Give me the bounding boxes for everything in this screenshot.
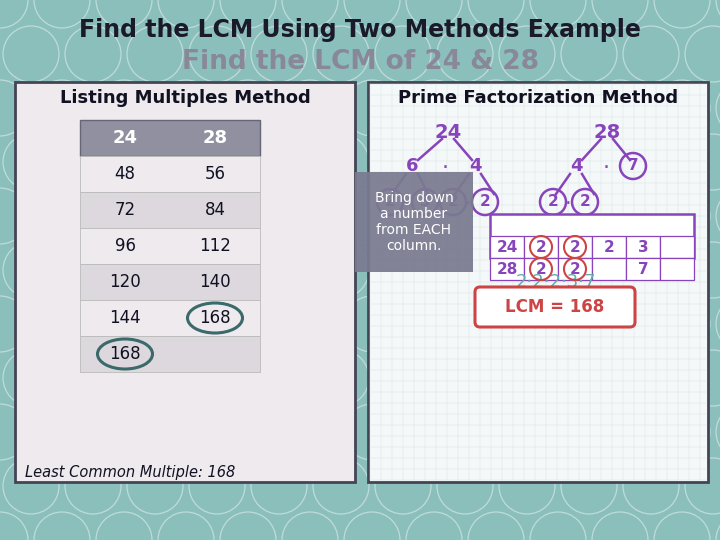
Text: 2: 2 <box>570 240 580 254</box>
Text: 112: 112 <box>199 237 231 255</box>
Text: 28: 28 <box>202 129 228 147</box>
FancyBboxPatch shape <box>80 228 260 264</box>
Text: 3: 3 <box>420 194 431 210</box>
FancyBboxPatch shape <box>490 258 524 280</box>
FancyBboxPatch shape <box>626 258 660 280</box>
FancyBboxPatch shape <box>592 236 626 258</box>
Text: 2·2·2·3·7: 2·2·2·3·7 <box>516 273 596 291</box>
Text: ·: · <box>441 158 449 178</box>
FancyBboxPatch shape <box>592 258 626 280</box>
FancyBboxPatch shape <box>368 82 708 482</box>
Text: Prime Factorization Method: Prime Factorization Method <box>398 89 678 107</box>
FancyBboxPatch shape <box>355 172 473 272</box>
Text: 144: 144 <box>109 309 141 327</box>
FancyBboxPatch shape <box>490 214 694 258</box>
FancyBboxPatch shape <box>524 236 558 258</box>
Text: 140: 140 <box>199 273 231 291</box>
Text: 2: 2 <box>570 261 580 276</box>
Text: Find the LCM Using Two Methods Example: Find the LCM Using Two Methods Example <box>79 18 641 42</box>
Text: ·: · <box>402 194 409 214</box>
Text: 2: 2 <box>536 240 546 254</box>
Text: 24: 24 <box>434 123 462 141</box>
FancyBboxPatch shape <box>80 192 260 228</box>
Text: 72: 72 <box>114 201 135 219</box>
Text: 24: 24 <box>112 129 138 147</box>
Text: 7: 7 <box>638 261 648 276</box>
Text: LCM = 168: LCM = 168 <box>505 298 605 316</box>
Text: 2: 2 <box>580 194 590 210</box>
FancyBboxPatch shape <box>475 287 635 327</box>
FancyBboxPatch shape <box>80 120 260 156</box>
Text: ·: · <box>564 194 571 214</box>
Text: 2: 2 <box>448 194 459 210</box>
Text: 2: 2 <box>536 261 546 276</box>
Text: 2: 2 <box>384 194 395 210</box>
Text: 84: 84 <box>204 201 225 219</box>
Text: 3: 3 <box>638 240 648 254</box>
Text: 168: 168 <box>199 309 231 327</box>
FancyBboxPatch shape <box>626 236 660 258</box>
Text: 96: 96 <box>114 237 135 255</box>
Text: 4: 4 <box>469 157 481 175</box>
Text: 120: 120 <box>109 273 141 291</box>
Text: 24: 24 <box>496 240 518 254</box>
Text: 2: 2 <box>548 194 559 210</box>
FancyBboxPatch shape <box>490 236 524 258</box>
Text: Bring down
a number
from EACH
column.: Bring down a number from EACH column. <box>374 191 454 253</box>
Text: Listing Multiples Method: Listing Multiples Method <box>60 89 310 107</box>
FancyBboxPatch shape <box>660 236 694 258</box>
Text: 2: 2 <box>480 194 490 210</box>
FancyBboxPatch shape <box>524 258 558 280</box>
Text: 168: 168 <box>109 345 141 363</box>
Text: 28: 28 <box>593 123 621 141</box>
FancyBboxPatch shape <box>80 300 260 336</box>
Text: 48: 48 <box>114 165 135 183</box>
Text: 56: 56 <box>204 165 225 183</box>
FancyBboxPatch shape <box>15 82 355 482</box>
Text: ·: · <box>464 194 472 214</box>
Text: 28: 28 <box>496 261 518 276</box>
FancyBboxPatch shape <box>558 258 592 280</box>
Text: 2: 2 <box>603 240 614 254</box>
Text: 4: 4 <box>570 157 582 175</box>
Text: 7: 7 <box>628 159 639 173</box>
FancyBboxPatch shape <box>660 258 694 280</box>
Text: 6: 6 <box>406 157 418 175</box>
Text: Least Common Multiple: 168: Least Common Multiple: 168 <box>25 464 235 480</box>
FancyBboxPatch shape <box>80 264 260 300</box>
Text: ·: · <box>603 158 610 178</box>
FancyBboxPatch shape <box>80 336 260 372</box>
FancyBboxPatch shape <box>80 156 260 192</box>
FancyBboxPatch shape <box>558 236 592 258</box>
Text: Find the LCM of 24 & 28: Find the LCM of 24 & 28 <box>181 49 539 75</box>
